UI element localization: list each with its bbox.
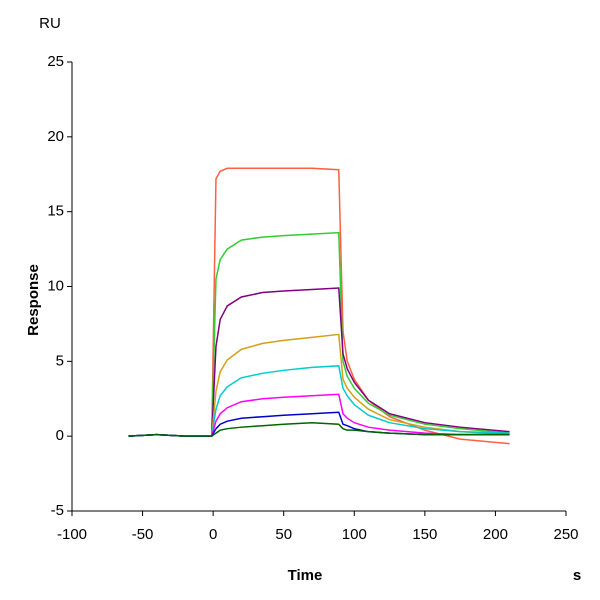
series-line: [128, 421, 510, 437]
x-tick-label: 250: [553, 526, 578, 543]
series-line: [128, 167, 510, 445]
y-tick-label: 10: [47, 277, 64, 294]
series-line: [128, 411, 510, 437]
series-line: [128, 333, 510, 437]
y-tick-label: 25: [47, 53, 64, 70]
y-unit: RU: [39, 15, 61, 32]
x-tick-label: 0: [209, 526, 217, 543]
series-line: [128, 231, 510, 437]
y-tick-label: -5: [51, 502, 64, 519]
y-tick-label: 15: [47, 203, 64, 220]
y-tick-label: 0: [56, 427, 64, 444]
x-axis-title: Time: [288, 567, 323, 584]
y-tick-label: 5: [56, 352, 64, 369]
x-tick-label: 50: [275, 526, 292, 543]
series-line: [128, 393, 510, 437]
x-tick-label: -100: [57, 526, 87, 543]
x-tick-label: -50: [132, 526, 154, 543]
x-unit: s: [573, 567, 581, 584]
x-tick-label: 100: [342, 526, 367, 543]
x-tick-label: 200: [483, 526, 508, 543]
y-tick-label: 20: [47, 128, 64, 145]
x-tick-label: 150: [412, 526, 437, 543]
y-axis-title: Response: [25, 264, 42, 336]
